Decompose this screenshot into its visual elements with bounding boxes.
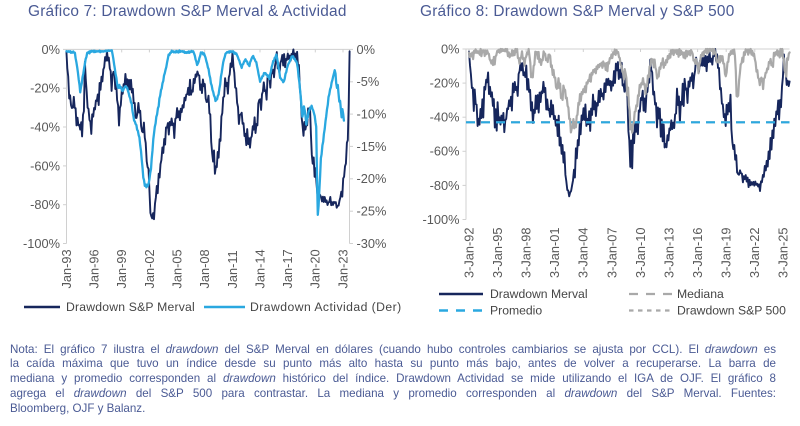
svg-text:Drawdown S&P 500: Drawdown S&P 500: [677, 304, 786, 318]
svg-text:3-Jan-01: 3-Jan-01: [547, 227, 562, 278]
svg-text:Drawdown Merval: Drawdown Merval: [490, 287, 588, 301]
svg-text:-10%: -10%: [357, 107, 387, 122]
svg-text:3-Jan-07: 3-Jan-07: [604, 227, 619, 278]
svg-text:0%: 0%: [441, 41, 460, 56]
svg-text:-20%: -20%: [357, 171, 387, 186]
svg-text:-15%: -15%: [357, 139, 387, 154]
svg-text:-80%: -80%: [430, 178, 460, 193]
svg-text:3-Jan-92: 3-Jan-92: [461, 227, 476, 278]
svg-text:Gráfico 8: Drawdown S&P Merval: Gráfico 8: Drawdown S&P Merval y S&P 500: [420, 3, 734, 20]
svg-text:Jan-99: Jan-99: [114, 249, 129, 288]
svg-text:-60%: -60%: [30, 158, 60, 173]
svg-text:3-Jan-19: 3-Jan-19: [719, 227, 734, 278]
svg-text:3-Jan-13: 3-Jan-13: [661, 227, 676, 278]
svg-text:Jan-05: Jan-05: [169, 249, 184, 288]
svg-text:Jan-02: Jan-02: [142, 249, 157, 288]
svg-text:Gráfico 7: Drawdown S&P Merval: Gráfico 7: Drawdown S&P Merval & Activid…: [28, 3, 347, 20]
svg-text:Jan-20: Jan-20: [308, 249, 323, 288]
svg-text:0%: 0%: [357, 42, 376, 57]
svg-text:Jan-08: Jan-08: [197, 249, 212, 288]
svg-text:-100%: -100%: [23, 236, 60, 251]
svg-text:-5%: -5%: [357, 74, 380, 89]
svg-text:-40%: -40%: [430, 110, 460, 125]
svg-text:Jan-96: Jan-96: [87, 249, 102, 288]
svg-text:3-Jan-10: 3-Jan-10: [633, 227, 648, 278]
svg-text:Drawdown S&P Merval: Drawdown S&P Merval: [66, 300, 195, 314]
svg-text:3-Jan-04: 3-Jan-04: [576, 227, 591, 278]
svg-text:Jan-23: Jan-23: [335, 249, 350, 288]
svg-text:Jan-93: Jan-93: [59, 249, 74, 288]
svg-text:Promedio: Promedio: [490, 304, 542, 318]
svg-text:3-Jan-98: 3-Jan-98: [519, 227, 534, 278]
svg-text:0%: 0%: [42, 42, 61, 57]
svg-text:3-Jan-95: 3-Jan-95: [490, 227, 505, 278]
svg-text:-40%: -40%: [30, 119, 60, 134]
svg-text:Mediana: Mediana: [677, 287, 724, 301]
svg-text:-100%: -100%: [423, 212, 460, 227]
svg-text:-60%: -60%: [430, 144, 460, 159]
svg-text:3-Jan-22: 3-Jan-22: [747, 227, 762, 278]
svg-text:-25%: -25%: [357, 204, 387, 219]
svg-text:-20%: -20%: [430, 76, 460, 91]
svg-text:Jan-17: Jan-17: [280, 249, 295, 288]
svg-text:-30%: -30%: [357, 236, 387, 251]
svg-text:Jan-14: Jan-14: [252, 249, 267, 288]
svg-text:-20%: -20%: [30, 81, 60, 96]
svg-text:3-Jan-16: 3-Jan-16: [690, 227, 705, 278]
svg-text:-80%: -80%: [30, 197, 60, 212]
svg-text:3-Jan-25: 3-Jan-25: [776, 227, 791, 278]
svg-text:Drawdown Actividad (Der): Drawdown Actividad (Der): [250, 300, 402, 314]
svg-text:Jan-11: Jan-11: [225, 250, 240, 288]
